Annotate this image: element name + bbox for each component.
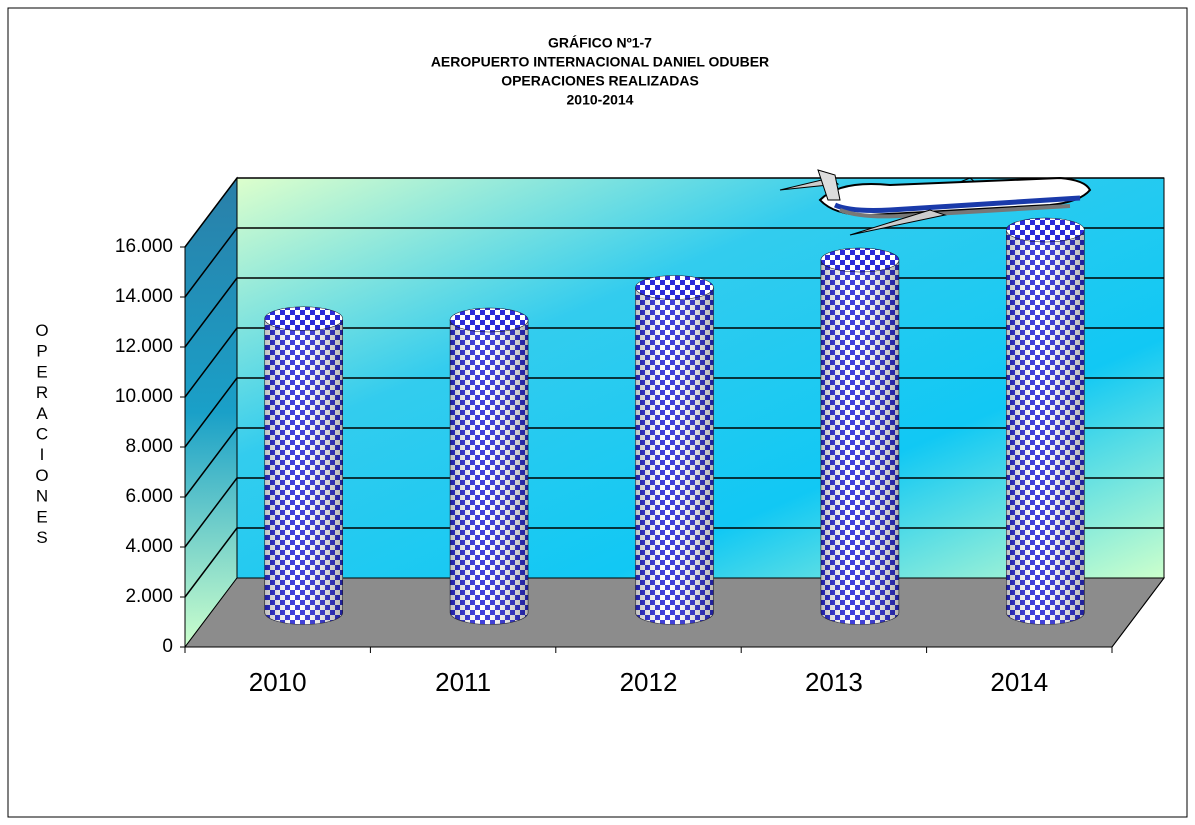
cylinder [449, 307, 529, 625]
y-tick-label: 4.000 [125, 536, 173, 557]
cylinder-top [1006, 217, 1085, 243]
cylinder-shade [450, 320, 529, 625]
plot: 0 2.000 4.000 6.000 8.000 10.000 12.000 14.000 1… [115, 176, 1166, 697]
y-tick-label: 10.000 [115, 386, 173, 407]
cylinder [820, 247, 900, 625]
airplane-icon [779, 169, 1092, 236]
cylinder-shade [820, 260, 899, 625]
y-tick-label: 6.000 [125, 486, 173, 507]
y-tick-label: 16.000 [115, 236, 173, 257]
cylinder [264, 306, 344, 625]
cylinder-top [264, 306, 344, 332]
x-tick-label: 2010 [249, 667, 307, 697]
cylinder [635, 275, 714, 625]
x-tick-label: 2014 [990, 667, 1048, 697]
cylinder-shade [635, 287, 714, 625]
x-tick-label: 2013 [805, 667, 863, 697]
chart-subtitle: 2010-2014 [567, 92, 634, 108]
x-tick-label: 2012 [620, 667, 678, 697]
floor-edge [1111, 577, 1165, 648]
chart-subtitle: OPERACIONES REALIZADAS [501, 73, 699, 89]
chart-title: GRÁFICO Nº1-7 [548, 35, 652, 51]
cylinder-shade [264, 318, 343, 625]
chart-subtitle: AEROPUERTO INTERNACIONAL DANIEL ODUBER [431, 54, 769, 70]
cylinder-top [635, 275, 714, 300]
y-tick-label: 8.000 [125, 436, 173, 457]
cylinder-shade [1006, 230, 1085, 625]
cylinder [1006, 217, 1085, 625]
grid-line [184, 177, 1164, 248]
cylinder-top [449, 307, 529, 333]
y-tick-label: 14.000 [115, 286, 173, 307]
y-tick-label: 0 [162, 636, 173, 657]
y-tick-label: 2.000 [125, 586, 173, 607]
x-tick-label: 2011 [435, 667, 491, 697]
cylinder-top [820, 247, 900, 273]
grid-line [184, 227, 1164, 298]
y-tick-label: 12.000 [115, 336, 173, 357]
